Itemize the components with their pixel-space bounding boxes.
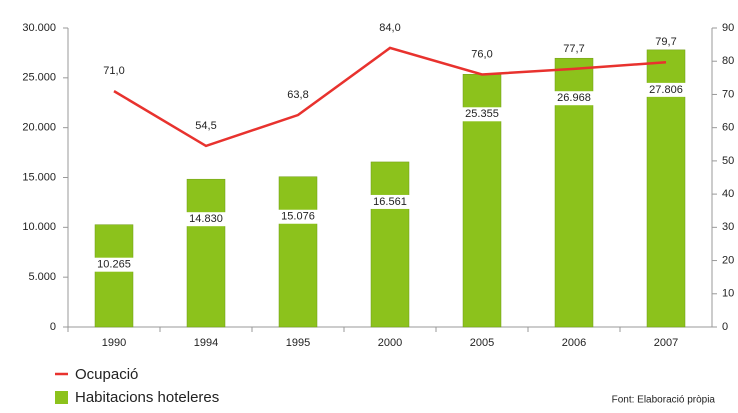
x-tick-label: 1994 <box>194 337 218 349</box>
y2-tick-label: 60 <box>722 122 734 134</box>
source-note: Font: Elaboració pròpia <box>612 395 716 406</box>
value-label-bg <box>277 209 319 224</box>
y-tick-label: 10.000 <box>22 221 56 233</box>
y-tick-label: 25.000 <box>22 72 56 84</box>
line-value-label: 79,7 <box>655 36 676 48</box>
value-label-bg <box>93 257 135 272</box>
value-label-bg <box>645 82 687 97</box>
y2-tick-label: 10 <box>722 288 734 300</box>
y2-tick-label: 40 <box>722 188 734 200</box>
line-value-label: 77,7 <box>563 43 584 55</box>
y-tick-label: 30.000 <box>22 22 56 34</box>
line-value-label: 63,8 <box>287 89 308 101</box>
line-value-label: 54,5 <box>195 120 216 132</box>
line-value-label: 84,0 <box>379 22 400 34</box>
value-label: 14.830 <box>189 213 223 225</box>
value-label-bg <box>461 107 503 122</box>
x-tick-label: 2006 <box>562 337 586 349</box>
y-tick-label: 0 <box>50 321 56 333</box>
y2-tick-label: 80 <box>722 55 734 67</box>
y2-tick-label: 0 <box>722 321 728 333</box>
x-tick-label: 1995 <box>286 337 310 349</box>
y2-tick-label: 50 <box>722 155 734 167</box>
bar <box>278 176 318 328</box>
value-label-bg <box>369 194 411 209</box>
value-label: 16.561 <box>373 196 407 208</box>
y2-tick-label: 90 <box>722 22 734 34</box>
line-value-label: 76,0 <box>471 48 492 60</box>
value-label-bg <box>553 91 595 106</box>
value-label: 10.265 <box>97 259 131 271</box>
value-label: 27.806 <box>649 84 683 96</box>
bar <box>186 178 226 328</box>
y-tick-label: 5.000 <box>28 271 56 283</box>
y2-tick-label: 20 <box>722 254 734 266</box>
legend-label: Ocupació <box>75 366 138 383</box>
value-label: 26.968 <box>557 92 591 104</box>
x-tick-label: 2005 <box>470 337 494 349</box>
value-label: 25.355 <box>465 108 499 120</box>
legend-swatch <box>55 391 68 404</box>
bar <box>94 224 134 328</box>
y2-tick-label: 30 <box>722 221 734 233</box>
value-label-bg <box>185 212 227 227</box>
x-tick-label: 1990 <box>102 337 126 349</box>
y2-tick-label: 70 <box>722 88 734 100</box>
y-tick-label: 15.000 <box>22 171 56 183</box>
bar <box>370 161 410 328</box>
line <box>113 46 667 148</box>
y-tick-label: 20.000 <box>22 122 56 134</box>
x-tick-label: 2007 <box>654 337 678 349</box>
line-value-label: 71,0 <box>103 65 124 77</box>
value-label: 15.076 <box>281 211 315 223</box>
legend-label: Habitacions hoteleres <box>75 389 219 406</box>
x-tick-label: 2000 <box>378 337 402 349</box>
